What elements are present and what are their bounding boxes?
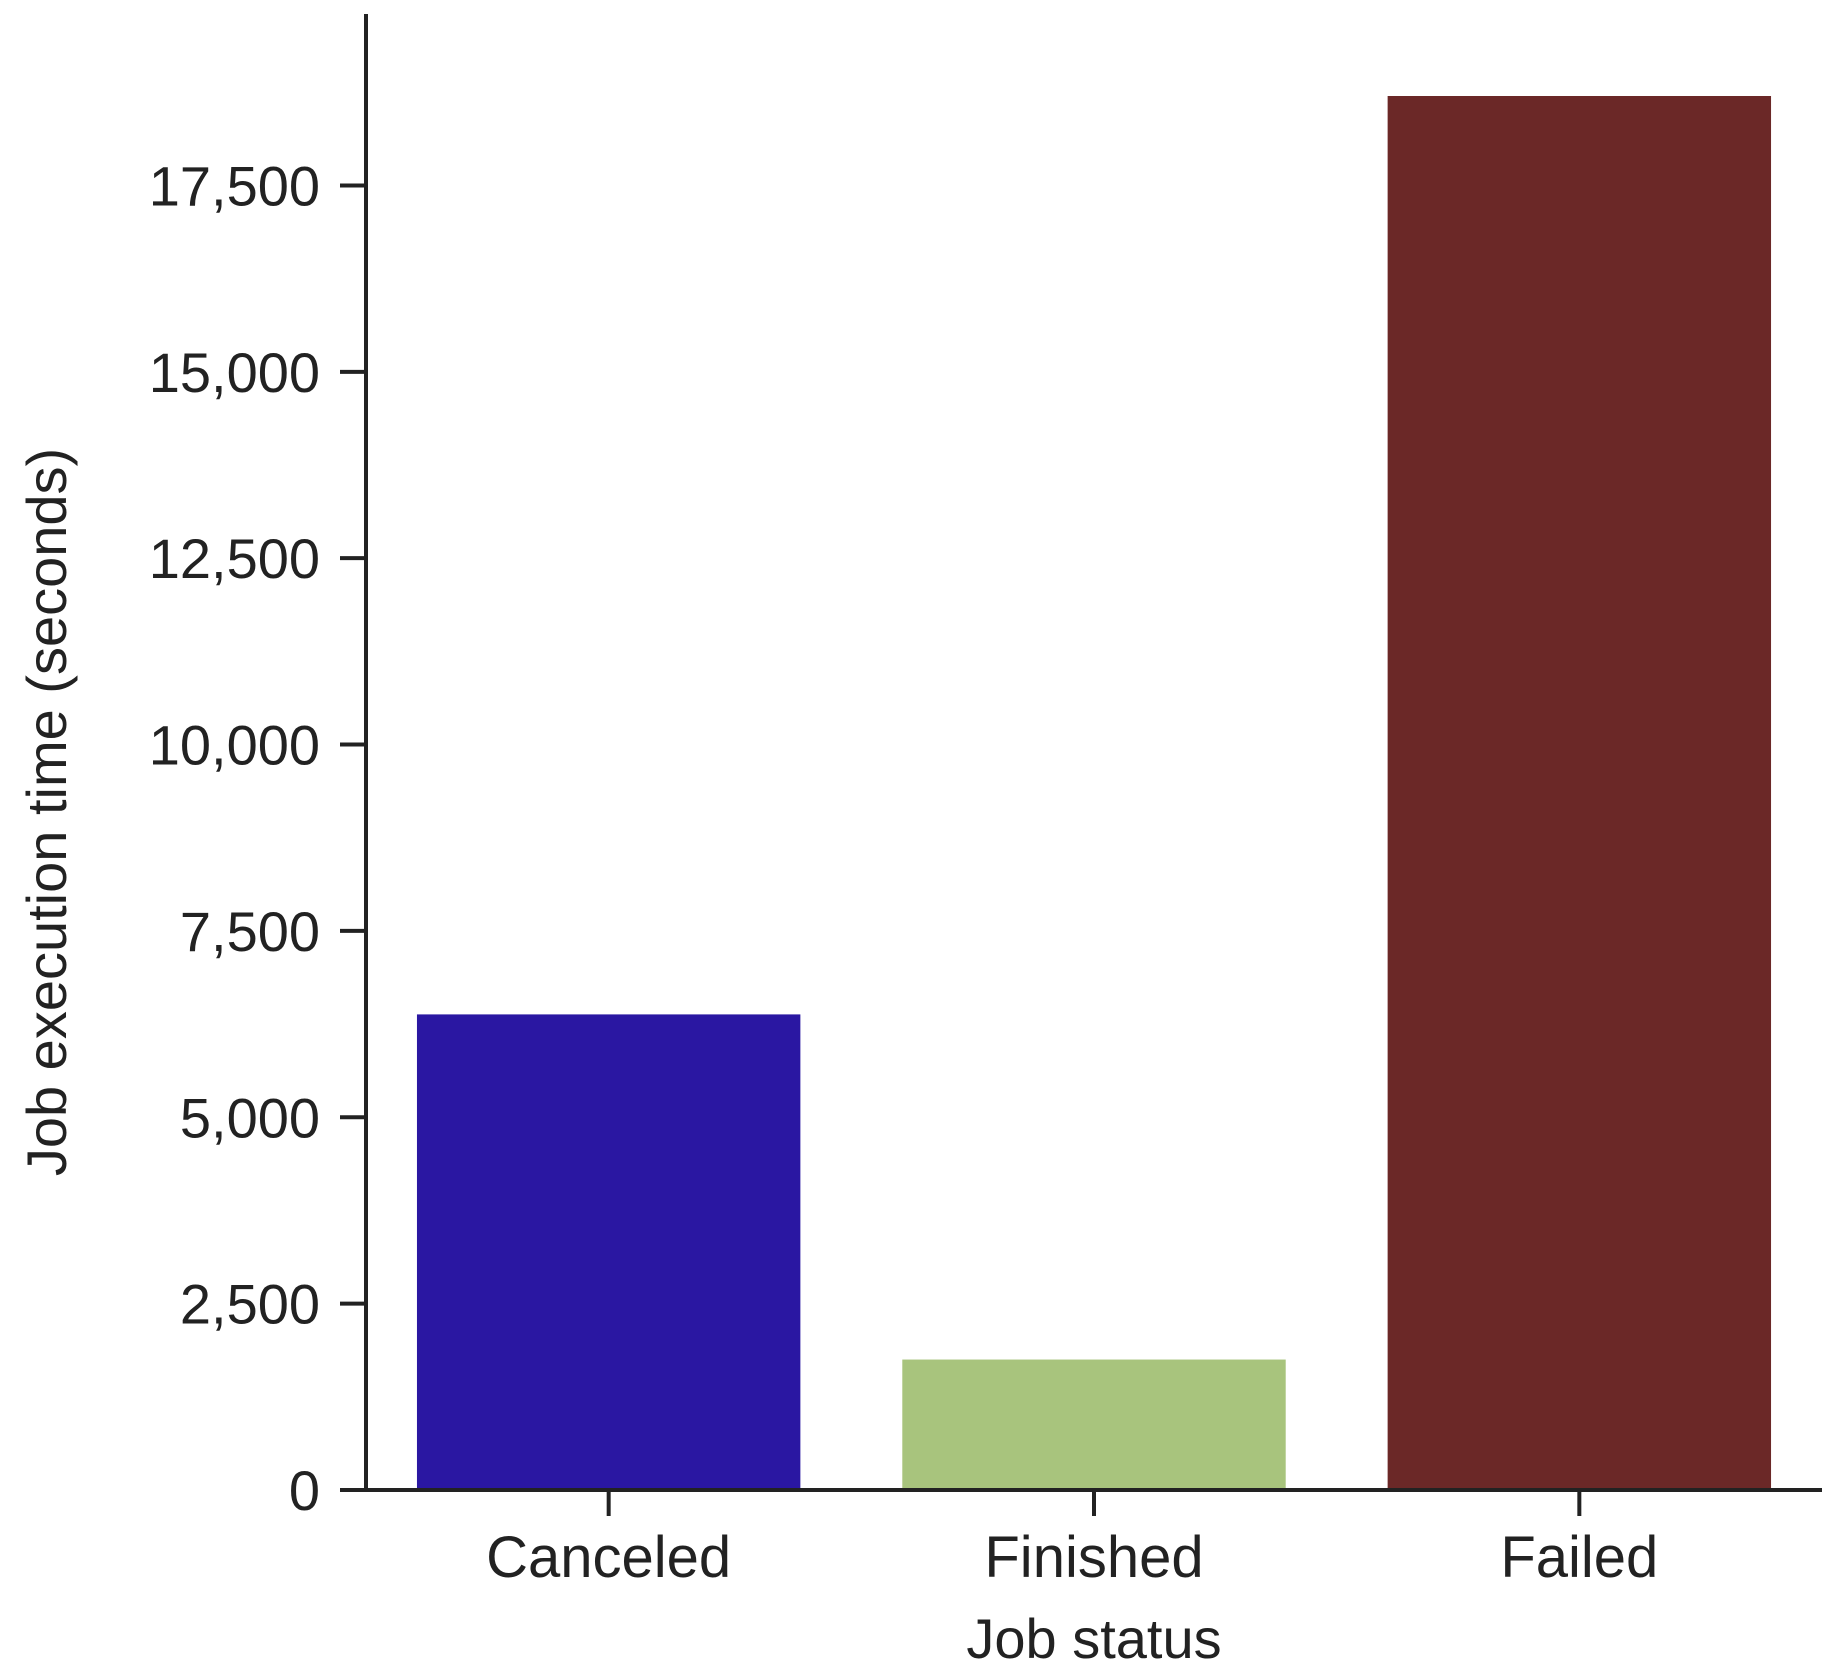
y-tick-label: 5,000 — [180, 1086, 320, 1149]
y-tick-label: 2,500 — [180, 1273, 320, 1336]
y-tick-label: 0 — [289, 1459, 320, 1522]
bar-finished — [902, 1359, 1286, 1490]
y-tick-label: 10,000 — [149, 714, 320, 777]
bars-group — [416, 96, 1772, 1490]
bar-failed — [1387, 96, 1772, 1490]
x-tick-label: Finished — [984, 1525, 1203, 1590]
x-tick-label: Failed — [1500, 1525, 1658, 1590]
y-axis-ticks: 0 2,500 5,000 7,500 10,000 12,500 15,000 17,500 — [149, 154, 366, 1522]
x-axis-title: Job status — [966, 1607, 1221, 1670]
y-tick-label: 7,500 — [180, 900, 320, 963]
y-tick-label: 17,500 — [149, 154, 320, 217]
x-axis-ticks: Canceled Finished Failed — [486, 1490, 1658, 1590]
y-tick-label: 15,000 — [149, 341, 320, 404]
bar-canceled — [416, 1014, 801, 1490]
y-axis-title: Job execution time (seconds) — [15, 448, 78, 1176]
x-tick-label: Canceled — [486, 1525, 731, 1590]
y-tick-label: 12,500 — [149, 527, 320, 590]
